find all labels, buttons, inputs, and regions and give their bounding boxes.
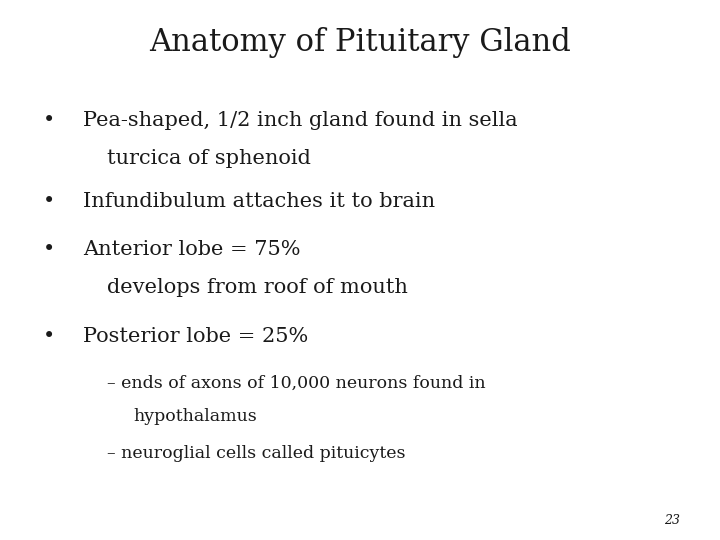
Text: hypothalamus: hypothalamus — [133, 408, 257, 424]
Text: •: • — [43, 111, 55, 130]
Text: Posterior lobe = 25%: Posterior lobe = 25% — [83, 327, 308, 346]
Text: •: • — [43, 240, 55, 259]
Text: Anterior lobe = 75%: Anterior lobe = 75% — [83, 240, 300, 259]
Text: develops from roof of mouth: develops from roof of mouth — [107, 278, 408, 297]
Text: Infundibulum attaches it to brain: Infundibulum attaches it to brain — [83, 192, 435, 211]
Text: – neuroglial cells called pituicytes: – neuroglial cells called pituicytes — [107, 446, 405, 462]
Text: 23: 23 — [665, 514, 680, 526]
Text: Pea-shaped, 1/2 inch gland found in sella: Pea-shaped, 1/2 inch gland found in sell… — [83, 111, 518, 130]
Text: turcica of sphenoid: turcica of sphenoid — [107, 148, 310, 167]
Text: Anatomy of Pituitary Gland: Anatomy of Pituitary Gland — [149, 27, 571, 58]
Text: •: • — [43, 327, 55, 346]
Text: – ends of axons of 10,000 neurons found in: – ends of axons of 10,000 neurons found … — [107, 375, 485, 392]
Text: •: • — [43, 192, 55, 211]
